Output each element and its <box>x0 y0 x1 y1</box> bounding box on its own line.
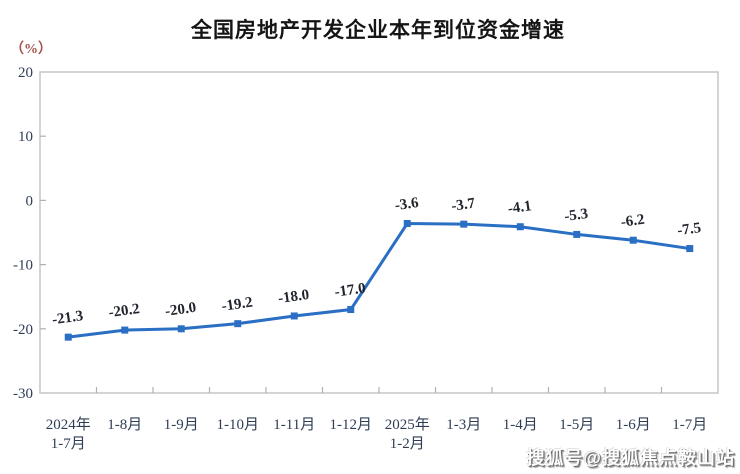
x-axis-tick-label: 2025年 1-2月 <box>385 416 430 452</box>
y-axis-tick-label: 0 <box>26 193 34 209</box>
x-axis-tick-label: 2024年 1-7月 <box>46 416 91 452</box>
data-point-marker <box>516 223 524 231</box>
x-axis-tick-label: 1-11月 <box>273 417 315 433</box>
data-point-label: -19.2 <box>221 295 254 315</box>
data-point-label: -21.3 <box>51 308 84 328</box>
data-point-marker <box>234 320 242 328</box>
plot-border <box>39 71 719 394</box>
data-point-marker <box>64 333 72 341</box>
data-point-label: -4.1 <box>507 198 533 217</box>
x-axis-tick-label: 1-8月 <box>107 417 142 433</box>
data-point-label: -20.0 <box>164 300 197 320</box>
data-point-marker <box>347 306 355 314</box>
data-point-marker <box>177 325 185 333</box>
chart-title: 全国房地产开发企业本年到位资金增速 <box>191 19 565 42</box>
y-axis-tick-label: -10 <box>13 258 33 274</box>
data-point-marker <box>686 245 694 253</box>
data-point-label: -3.6 <box>394 195 420 214</box>
data-point-marker <box>403 220 411 228</box>
y-axis-unit-label: （%） <box>10 42 52 57</box>
data-point-label: -7.5 <box>676 220 702 239</box>
x-axis-tick-label: 1-3月 <box>446 417 481 433</box>
x-axis-tick-label: 1-9月 <box>164 417 199 433</box>
data-point-label: -3.7 <box>450 196 476 215</box>
watermark: 搜狐号@搜狐焦点鞍山站 <box>526 448 735 468</box>
y-axis-tick-label: -30 <box>13 386 33 402</box>
x-axis-tick-label: 1-6月 <box>616 417 651 433</box>
x-axis-tick-label: 1-4月 <box>503 417 538 433</box>
data-point-label: -6.2 <box>620 212 646 231</box>
y-axis-tick-label: 10 <box>18 129 33 145</box>
data-point-label: -17.0 <box>334 280 367 300</box>
data-point-marker <box>629 236 637 244</box>
data-point-label: -5.3 <box>563 206 589 225</box>
data-point-marker <box>573 230 581 238</box>
x-axis-tick-label: 1-5月 <box>559 417 594 433</box>
data-point-label: -18.0 <box>277 287 310 307</box>
series-line <box>68 222 690 339</box>
data-point-marker <box>460 220 468 228</box>
x-axis-tick-label: 1-10月 <box>217 417 260 433</box>
data-point-label: -20.2 <box>108 301 141 321</box>
x-axis-tick-label: 1-7月 <box>672 417 707 433</box>
y-axis-tick-label: -20 <box>13 322 33 338</box>
x-axis-tick-label: 1-12月 <box>330 417 373 433</box>
data-point-marker <box>121 326 129 334</box>
y-axis-tick-label: 20 <box>18 65 33 81</box>
data-point-marker <box>290 312 298 320</box>
